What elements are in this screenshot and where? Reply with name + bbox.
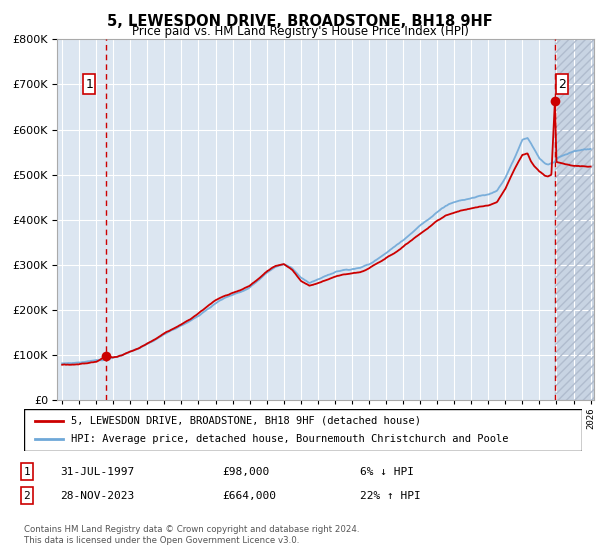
Text: £98,000: £98,000 [222, 466, 269, 477]
Text: 6% ↓ HPI: 6% ↓ HPI [360, 466, 414, 477]
Text: 31-JUL-1997: 31-JUL-1997 [60, 466, 134, 477]
FancyBboxPatch shape [556, 74, 568, 94]
Bar [555, 39, 599, 400]
Bar [555, 39, 599, 400]
Text: 2: 2 [559, 78, 566, 91]
Text: 5, LEWESDON DRIVE, BROADSTONE, BH18 9HF (detached house): 5, LEWESDON DRIVE, BROADSTONE, BH18 9HF … [71, 416, 421, 426]
Text: 2: 2 [23, 491, 31, 501]
Text: Contains HM Land Registry data © Crown copyright and database right 2024.
This d: Contains HM Land Registry data © Crown c… [24, 525, 359, 545]
FancyBboxPatch shape [24, 409, 582, 451]
Text: 1: 1 [23, 466, 31, 477]
Text: HPI: Average price, detached house, Bournemouth Christchurch and Poole: HPI: Average price, detached house, Bour… [71, 434, 509, 444]
Text: 22% ↑ HPI: 22% ↑ HPI [360, 491, 421, 501]
FancyBboxPatch shape [83, 74, 95, 94]
Text: 1: 1 [85, 78, 93, 91]
Text: £664,000: £664,000 [222, 491, 276, 501]
Text: 28-NOV-2023: 28-NOV-2023 [60, 491, 134, 501]
Text: Price paid vs. HM Land Registry's House Price Index (HPI): Price paid vs. HM Land Registry's House … [131, 25, 469, 38]
Text: 5, LEWESDON DRIVE, BROADSTONE, BH18 9HF: 5, LEWESDON DRIVE, BROADSTONE, BH18 9HF [107, 14, 493, 29]
